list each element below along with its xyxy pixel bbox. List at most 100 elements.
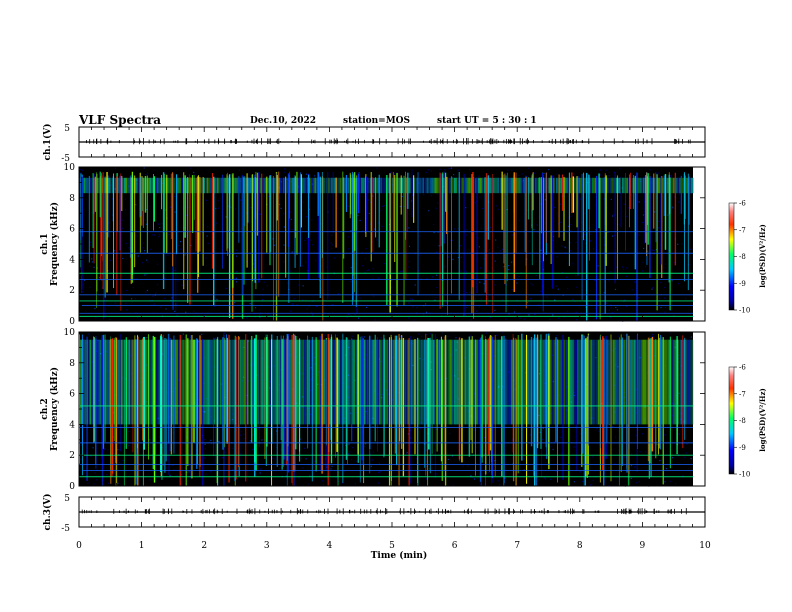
noise-pixel — [582, 184, 584, 186]
noise-pixel — [635, 388, 637, 391]
band-column — [290, 339, 292, 425]
band-column — [394, 339, 396, 425]
noise-pixel — [450, 167, 453, 169]
band-column — [607, 177, 609, 194]
noise-pixel — [579, 433, 581, 435]
band-column — [635, 339, 637, 425]
noise-pixel — [656, 444, 658, 446]
noise-pixel — [542, 438, 544, 440]
noise-pixel — [438, 257, 440, 259]
band-column — [340, 339, 342, 425]
noise-pixel — [652, 249, 654, 251]
noise-pixel — [79, 168, 81, 171]
noise-pixel — [494, 284, 496, 286]
noise-pixel — [378, 462, 380, 464]
noise-pixel — [321, 480, 324, 482]
noise-pixel — [424, 303, 427, 305]
noise-pixel — [625, 305, 627, 307]
noise-pixel — [268, 411, 270, 413]
noise-pixel — [446, 452, 449, 454]
band-column — [397, 177, 399, 194]
noise-pixel — [561, 234, 563, 237]
band-column — [386, 339, 388, 425]
noise-pixel — [413, 337, 415, 339]
noise-pixel — [379, 210, 381, 212]
ch1-xticks — [78, 127, 706, 157]
band-column — [229, 339, 231, 425]
band-column — [650, 177, 652, 194]
band-column — [448, 339, 450, 425]
noise-pixel — [580, 406, 582, 408]
band-column — [302, 339, 304, 425]
noise-pixel — [536, 224, 538, 226]
noise-pixel — [316, 305, 318, 308]
noise-pixel — [460, 256, 463, 258]
noise-pixel — [204, 448, 207, 450]
noise-pixel — [96, 469, 98, 471]
band-column — [304, 177, 306, 194]
y-tick-label: 2 — [69, 451, 75, 461]
noise-pixel — [570, 401, 573, 403]
band-column — [644, 339, 646, 425]
noise-pixel — [293, 298, 295, 300]
noise-pixel — [630, 185, 633, 187]
band-column — [638, 339, 640, 425]
noise-pixel — [250, 207, 252, 209]
noise-pixel — [231, 418, 233, 421]
noise-pixel — [654, 211, 656, 213]
noise-pixel — [246, 317, 248, 319]
noise-pixel — [593, 318, 595, 320]
band-column — [172, 339, 174, 425]
band-column — [401, 339, 403, 425]
noise-pixel — [521, 181, 523, 183]
noise-pixel — [479, 267, 482, 269]
noise-pixel — [543, 455, 545, 457]
noise-pixel — [588, 227, 590, 229]
noise-pixel — [611, 235, 614, 237]
noise-pixel — [158, 436, 161, 438]
band-column — [314, 177, 316, 194]
band-column — [455, 339, 457, 425]
noise-pixel — [473, 393, 475, 395]
band-column — [478, 339, 480, 425]
band-column — [499, 177, 501, 194]
noise-pixel — [567, 310, 569, 312]
band-column — [460, 339, 462, 425]
noise-pixel — [357, 214, 359, 217]
noise-pixel — [497, 246, 499, 249]
y-tick-label: 6 — [69, 390, 75, 400]
noise-pixel — [449, 297, 451, 299]
noise-pixel — [630, 453, 632, 455]
noise-pixel — [94, 472, 96, 474]
noise-pixel — [465, 273, 467, 275]
band-column — [200, 177, 202, 194]
band-column — [325, 177, 327, 194]
band-column — [569, 339, 571, 425]
band-column — [335, 339, 337, 425]
noise-pixel — [616, 309, 619, 311]
noise-pixel — [625, 334, 627, 336]
band-column — [449, 177, 451, 194]
noise-pixel — [472, 400, 474, 402]
noise-pixel — [376, 167, 378, 169]
band-column — [572, 339, 574, 425]
noise-pixel — [365, 410, 367, 413]
noise-pixel — [377, 482, 380, 484]
noise-pixel — [308, 336, 311, 339]
noise-pixel — [511, 439, 513, 441]
band-column — [220, 177, 222, 194]
noise-pixel — [358, 172, 360, 174]
band-column — [524, 339, 526, 425]
noise-pixel — [513, 311, 516, 313]
noise-pixel — [430, 361, 432, 363]
noise-pixel — [323, 379, 326, 381]
band-column — [628, 177, 630, 194]
noise-pixel — [164, 209, 167, 211]
noise-pixel — [147, 261, 149, 263]
noise-pixel — [645, 451, 647, 453]
band-column — [301, 339, 303, 425]
noise-pixel — [316, 383, 319, 385]
noise-pixel — [495, 205, 497, 207]
band-column — [158, 177, 160, 194]
band-column — [583, 339, 585, 425]
